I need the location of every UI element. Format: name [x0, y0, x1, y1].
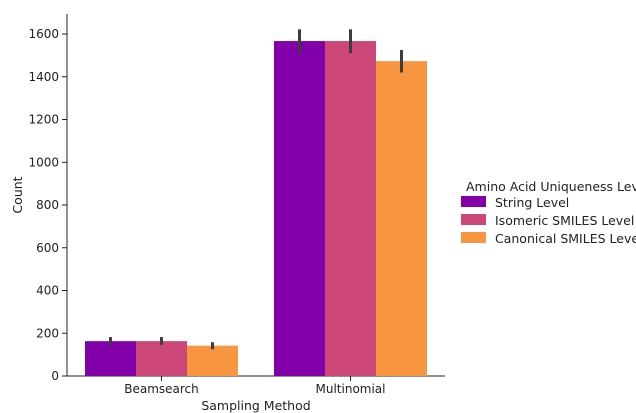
legend-swatch — [461, 232, 486, 243]
y-tick-label: 1400 — [28, 70, 59, 84]
y-tick-label: 400 — [36, 284, 59, 298]
y-axis-label: Count — [10, 176, 25, 213]
bar — [136, 341, 187, 376]
bar — [376, 61, 427, 377]
y-tick-label: 0 — [51, 369, 59, 383]
y-tick-label: 1200 — [28, 113, 59, 127]
legend-title: Amino Acid Uniqueness Level — [466, 179, 636, 194]
y-tick-label: 800 — [36, 198, 59, 212]
bar — [187, 345, 238, 376]
y-axis: 0 200 400 600 800 1000 1200 1400 1600 — [28, 14, 68, 383]
bars — [85, 41, 427, 377]
x-tick-label: Beamsearch — [124, 382, 199, 396]
legend-entry-label: Isomeric SMILES Level — [495, 213, 634, 228]
legend-entry-label: Canonical SMILES Level — [495, 231, 636, 246]
error-bars — [109, 29, 403, 350]
bar — [274, 41, 325, 377]
y-tick-label: 200 — [36, 326, 59, 340]
bar — [325, 41, 376, 377]
bar — [85, 341, 136, 376]
y-tick-label: 600 — [36, 241, 59, 255]
legend-swatch — [461, 214, 486, 225]
x-axis: Beamsearch Multinomial — [67, 375, 445, 396]
legend-items: String Level Isomeric SMILES Level Canonic… — [461, 195, 636, 246]
legend-swatch — [461, 196, 486, 207]
y-ticks: 0 200 400 600 800 1000 1200 1400 1600 — [28, 27, 67, 383]
x-tick-label: Multinomial — [316, 382, 386, 396]
legend-entry-label: String Level — [495, 195, 569, 210]
legend: Amino Acid Uniqueness Level String Level… — [461, 179, 636, 246]
x-axis-label: Sampling Method — [201, 398, 310, 413]
x-ticks: Beamsearch Multinomial — [124, 376, 386, 396]
y-tick-label: 1600 — [28, 27, 59, 41]
y-tick-label: 1000 — [28, 155, 59, 169]
